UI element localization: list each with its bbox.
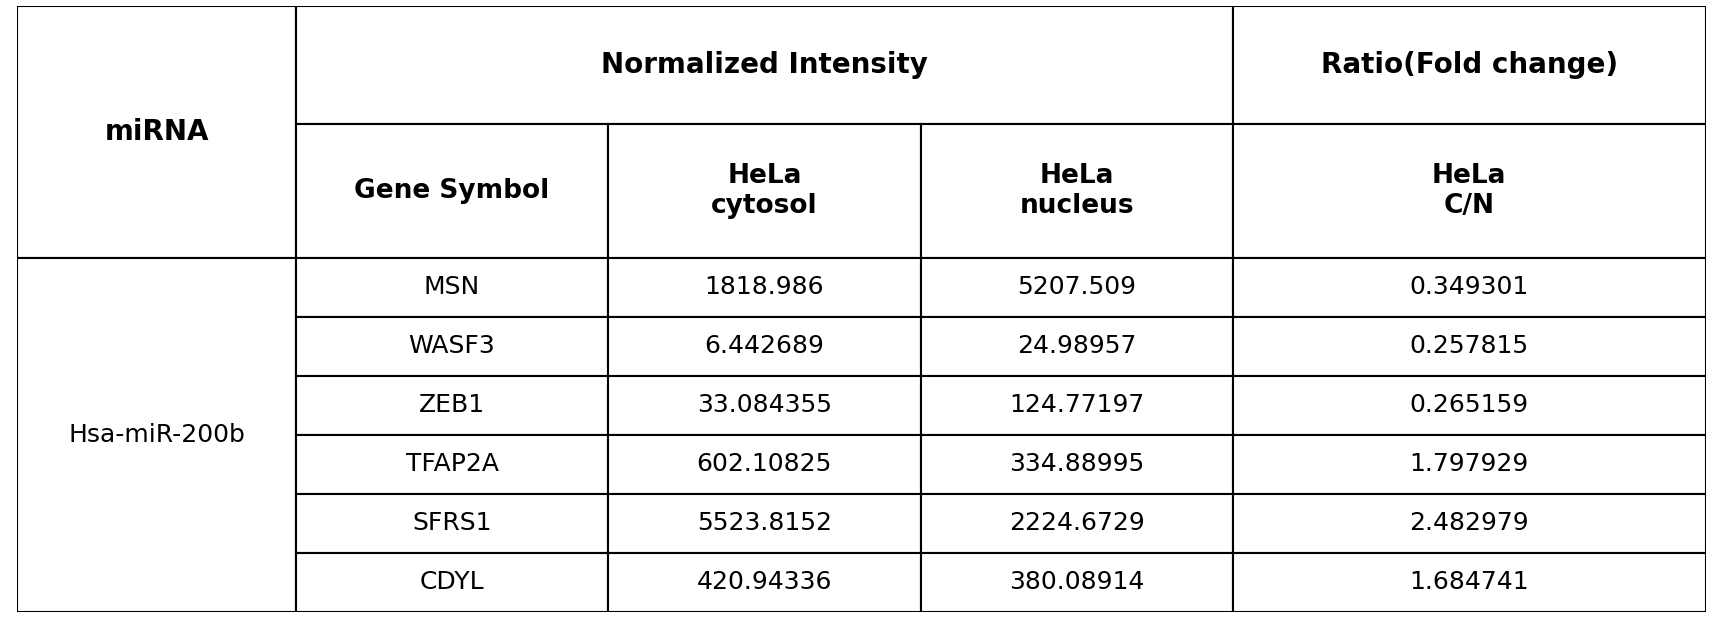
- Bar: [920, 494, 1234, 552]
- Bar: [1234, 124, 1706, 258]
- Text: Hsa-miR-200b: Hsa-miR-200b: [69, 423, 245, 447]
- Text: Gene Symbol: Gene Symbol: [355, 178, 550, 204]
- Text: HeLa
nucleus: HeLa nucleus: [1020, 163, 1134, 219]
- Bar: [1234, 494, 1706, 552]
- Text: 0.265159: 0.265159: [1409, 393, 1528, 417]
- Bar: [920, 258, 1234, 316]
- Text: 1.797929: 1.797929: [1409, 452, 1528, 476]
- Text: ZEB1: ZEB1: [419, 393, 486, 417]
- Text: miRNA: miRNA: [105, 118, 208, 146]
- Bar: [296, 376, 608, 434]
- Text: 1818.986: 1818.986: [705, 275, 824, 299]
- Bar: [296, 434, 608, 494]
- Bar: [17, 6, 296, 258]
- Text: CDYL: CDYL: [420, 570, 484, 595]
- Bar: [608, 494, 920, 552]
- Bar: [920, 434, 1234, 494]
- Text: MSN: MSN: [424, 275, 481, 299]
- Bar: [608, 258, 920, 316]
- Text: 5207.509: 5207.509: [1017, 275, 1135, 299]
- Bar: [608, 434, 920, 494]
- Text: 124.77197: 124.77197: [1010, 393, 1144, 417]
- Bar: [296, 494, 608, 552]
- Text: 2.482979: 2.482979: [1409, 511, 1530, 535]
- Text: Normalized Intensity: Normalized Intensity: [601, 51, 929, 79]
- Text: 2224.6729: 2224.6729: [1010, 511, 1144, 535]
- Text: 1.684741: 1.684741: [1409, 570, 1530, 595]
- Bar: [920, 376, 1234, 434]
- Text: WASF3: WASF3: [408, 334, 496, 358]
- Bar: [1234, 316, 1706, 376]
- Bar: [1234, 376, 1706, 434]
- Bar: [920, 316, 1234, 376]
- Bar: [920, 124, 1234, 258]
- Bar: [1234, 6, 1706, 124]
- Bar: [296, 552, 608, 612]
- Bar: [296, 124, 608, 258]
- Bar: [608, 376, 920, 434]
- Text: 334.88995: 334.88995: [1010, 452, 1144, 476]
- Bar: [296, 6, 1234, 124]
- Text: Ratio(Fold change): Ratio(Fold change): [1322, 51, 1618, 79]
- Text: TFAP2A: TFAP2A: [405, 452, 498, 476]
- Text: SFRS1: SFRS1: [412, 511, 491, 535]
- Bar: [1234, 434, 1706, 494]
- Text: 33.084355: 33.084355: [696, 393, 832, 417]
- Bar: [17, 258, 296, 612]
- Bar: [608, 124, 920, 258]
- Text: 420.94336: 420.94336: [696, 570, 832, 595]
- Bar: [608, 552, 920, 612]
- Bar: [296, 258, 608, 316]
- Bar: [1234, 552, 1706, 612]
- Text: 0.349301: 0.349301: [1409, 275, 1528, 299]
- Bar: [920, 552, 1234, 612]
- Text: 5523.8152: 5523.8152: [696, 511, 832, 535]
- Text: HeLa
C/N: HeLa C/N: [1432, 163, 1506, 219]
- Text: 0.257815: 0.257815: [1409, 334, 1528, 358]
- Text: 602.10825: 602.10825: [696, 452, 832, 476]
- Bar: [296, 316, 608, 376]
- Bar: [608, 316, 920, 376]
- Bar: [1234, 258, 1706, 316]
- Text: 24.98957: 24.98957: [1017, 334, 1137, 358]
- Text: 6.442689: 6.442689: [705, 334, 824, 358]
- Text: 380.08914: 380.08914: [1010, 570, 1144, 595]
- Text: HeLa
cytosol: HeLa cytosol: [712, 163, 818, 219]
